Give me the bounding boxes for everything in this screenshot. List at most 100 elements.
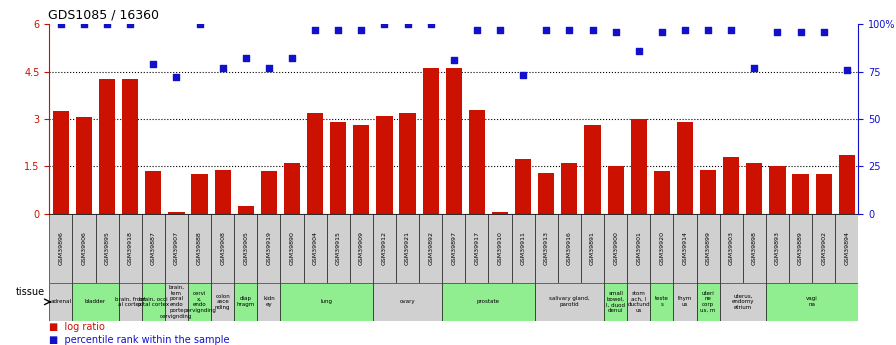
Bar — [561, 163, 578, 214]
Text: stom
ach, I
ductund
us: stom ach, I ductund us — [627, 291, 650, 313]
Text: GSM39891: GSM39891 — [590, 231, 595, 265]
Text: vagi
na: vagi na — [806, 296, 818, 307]
Text: GDS1085 / 16360: GDS1085 / 16360 — [48, 9, 159, 22]
Bar — [165, 283, 188, 321]
Bar — [792, 174, 809, 214]
Bar — [584, 125, 600, 214]
Text: GSM39902: GSM39902 — [822, 231, 826, 265]
Bar — [234, 214, 257, 283]
Bar — [443, 283, 535, 321]
Bar — [188, 283, 211, 321]
Bar — [445, 68, 462, 214]
Bar — [280, 283, 373, 321]
Bar — [142, 214, 165, 283]
Bar — [400, 113, 416, 214]
Text: GSM39917: GSM39917 — [475, 231, 479, 265]
Point — [354, 27, 368, 32]
Point — [470, 27, 484, 32]
Bar — [815, 174, 831, 214]
Bar — [492, 212, 508, 214]
Text: lung: lung — [321, 299, 332, 304]
Point — [262, 65, 276, 71]
Bar — [168, 212, 185, 214]
Text: bladder: bladder — [85, 299, 106, 304]
Point — [238, 56, 253, 61]
Text: GSM39914: GSM39914 — [683, 231, 687, 265]
Point — [146, 61, 160, 67]
Bar — [465, 214, 488, 283]
Bar — [73, 283, 118, 321]
Text: GSM39913: GSM39913 — [544, 231, 548, 265]
Point — [401, 21, 415, 27]
Text: cervi
x,
endo
pervignding: cervi x, endo pervignding — [183, 291, 216, 313]
Bar — [49, 283, 73, 321]
Bar — [835, 214, 858, 283]
Bar — [76, 117, 92, 214]
Point — [794, 29, 808, 34]
Text: GSM39903: GSM39903 — [728, 231, 734, 265]
Point — [771, 29, 785, 34]
Point — [816, 29, 831, 34]
Point — [77, 21, 91, 27]
Text: GSM39900: GSM39900 — [613, 231, 618, 265]
Bar — [353, 125, 369, 214]
Bar — [373, 283, 443, 321]
Text: GSM39899: GSM39899 — [706, 231, 711, 265]
Point — [678, 27, 693, 32]
Text: GSM39909: GSM39909 — [359, 231, 364, 265]
Bar — [535, 283, 604, 321]
Text: GSM39904: GSM39904 — [313, 231, 317, 265]
Bar — [192, 174, 208, 214]
Point — [308, 27, 323, 32]
Bar — [145, 171, 161, 214]
Text: uteri
ne
corp
us, m: uteri ne corp us, m — [701, 291, 716, 313]
Bar — [49, 214, 73, 283]
Text: GSM39887: GSM39887 — [151, 231, 156, 265]
Bar — [770, 167, 786, 214]
Bar — [304, 214, 327, 283]
Bar — [604, 214, 627, 283]
Bar — [581, 214, 604, 283]
Point — [447, 57, 461, 63]
Bar — [307, 113, 323, 214]
Bar — [234, 283, 257, 321]
Bar — [650, 214, 674, 283]
Bar — [373, 214, 396, 283]
Bar — [538, 173, 555, 214]
Text: ■  log ratio: ■ log ratio — [49, 322, 105, 332]
Text: brain,
tem
poral
endo
porte
cervignding: brain, tem poral endo porte cervignding — [160, 285, 193, 319]
Bar — [674, 283, 696, 321]
Bar — [327, 214, 349, 283]
Text: GSM39919: GSM39919 — [266, 231, 271, 265]
Text: GSM39898: GSM39898 — [752, 231, 757, 265]
Point — [539, 27, 554, 32]
Bar — [488, 214, 512, 283]
Text: GSM39888: GSM39888 — [197, 231, 202, 265]
Bar — [211, 283, 234, 321]
Bar — [53, 111, 69, 214]
Bar — [261, 171, 277, 214]
Text: GSM39908: GSM39908 — [220, 231, 225, 265]
Bar — [122, 79, 138, 214]
Point — [377, 21, 392, 27]
Text: GSM39890: GSM39890 — [289, 231, 295, 265]
Point — [655, 29, 669, 34]
Point — [701, 27, 715, 32]
Bar — [330, 122, 347, 214]
Bar — [696, 214, 719, 283]
Text: GSM39896: GSM39896 — [58, 231, 64, 265]
Bar — [512, 214, 535, 283]
Bar — [257, 283, 280, 321]
Text: brain, front
al cortex: brain, front al cortex — [115, 296, 146, 307]
Bar — [766, 283, 858, 321]
Point — [100, 21, 115, 27]
Text: GSM39895: GSM39895 — [105, 231, 109, 265]
Text: GSM39901: GSM39901 — [636, 231, 642, 265]
Text: prostate: prostate — [477, 299, 500, 304]
Bar — [257, 214, 280, 283]
Bar — [696, 283, 719, 321]
Text: GSM39920: GSM39920 — [659, 231, 664, 265]
Bar — [165, 214, 188, 283]
Point — [332, 27, 346, 32]
Point — [285, 56, 299, 61]
